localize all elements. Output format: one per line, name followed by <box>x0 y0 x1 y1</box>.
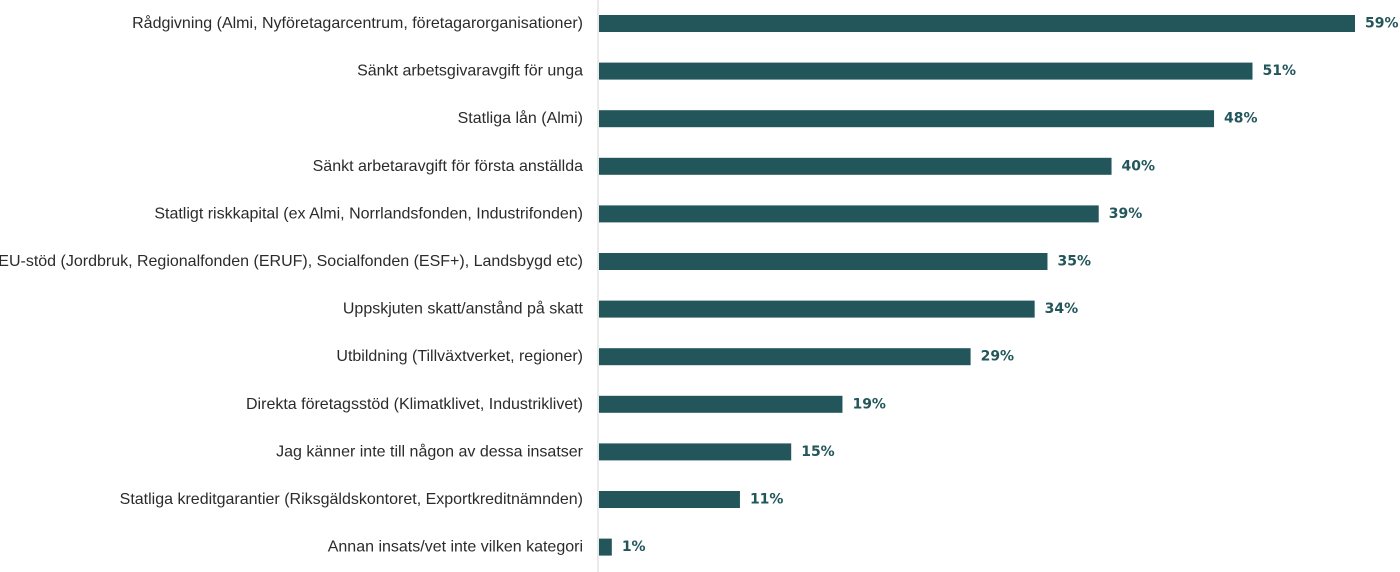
value-label: 29% <box>981 349 1015 365</box>
value-label: 19% <box>852 396 886 412</box>
bar <box>599 205 1099 223</box>
category-label: Sänkt arbetaravgift för första anställda <box>313 158 583 175</box>
value-label: 15% <box>801 444 835 460</box>
value-label: 1% <box>622 539 646 555</box>
category-label: Rådgivning (Almi, Nyföretagarcentrum, fö… <box>132 14 583 32</box>
bar <box>599 491 740 508</box>
value-label: 35% <box>1057 254 1091 270</box>
category-label: EU-stöd (Jordbruk, Regionalfonden (ERUF)… <box>0 253 583 270</box>
value-label: 39% <box>1109 206 1143 222</box>
value-label: 59% <box>1365 16 1399 32</box>
bar <box>599 300 1035 318</box>
bar <box>599 395 843 413</box>
category-label: Uppskjuten skatt/anstånd på skatt <box>343 300 584 318</box>
value-label: 51% <box>1262 63 1296 79</box>
category-label: Jag känner inte till någon av dessa insa… <box>276 442 584 460</box>
bar <box>599 348 971 366</box>
category-label: Utbildning (Tillväxtverket, regioner) <box>336 348 583 365</box>
value-label: 34% <box>1045 301 1079 317</box>
bar <box>599 110 1215 128</box>
category-label: Sänkt arbetsgivaravgift för unga <box>357 63 583 80</box>
bar <box>599 15 1355 32</box>
value-label: 11% <box>750 492 784 508</box>
value-label: 40% <box>1122 158 1156 174</box>
bar <box>599 62 1253 80</box>
bars-layer: Rådgivning (Almi, Nyföretagarcentrum, fö… <box>0 14 1399 556</box>
category-label: Direkta företagsstöd (Klimatklivet, Indu… <box>246 396 583 413</box>
category-label: Statliga lån (Almi) <box>458 109 583 127</box>
bar <box>599 157 1112 175</box>
category-label: Statligt riskkapital (ex Almi, Norrlands… <box>154 205 583 222</box>
bar <box>599 253 1048 270</box>
category-label: Annan insats/vet inte vilken kategori <box>328 539 583 556</box>
category-label: Statliga kreditgarantier (Riksgäldskonto… <box>120 491 583 508</box>
value-label: 48% <box>1224 111 1258 127</box>
bar <box>599 443 792 461</box>
bar <box>599 538 612 556</box>
